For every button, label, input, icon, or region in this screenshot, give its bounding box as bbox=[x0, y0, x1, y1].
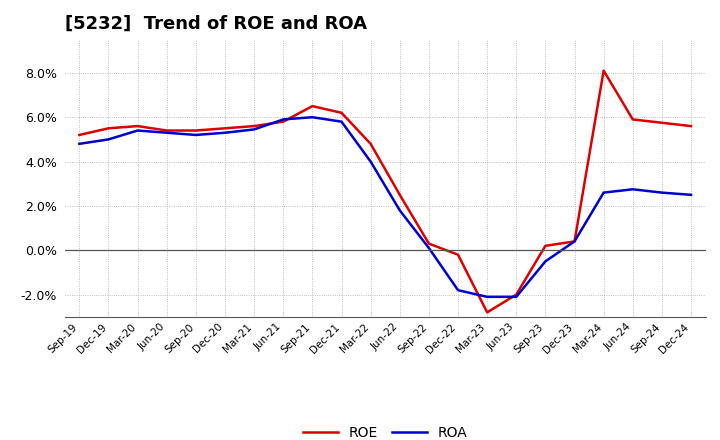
ROA bbox=[308, 114, 317, 120]
ROE bbox=[687, 124, 696, 129]
ROE bbox=[250, 124, 258, 129]
Line: ROE: ROE bbox=[79, 71, 691, 312]
ROA bbox=[337, 119, 346, 124]
ROA bbox=[599, 190, 608, 195]
ROE bbox=[220, 126, 229, 131]
ROA bbox=[395, 208, 404, 213]
ROE bbox=[454, 252, 462, 257]
ROE bbox=[308, 103, 317, 109]
ROA bbox=[163, 130, 171, 136]
ROE bbox=[104, 126, 113, 131]
ROE bbox=[133, 124, 142, 129]
ROA bbox=[220, 130, 229, 136]
ROE bbox=[395, 192, 404, 198]
ROA bbox=[425, 246, 433, 251]
ROE bbox=[192, 128, 200, 133]
ROE bbox=[512, 292, 521, 297]
ROE bbox=[657, 120, 666, 125]
ROA bbox=[657, 190, 666, 195]
ROA bbox=[366, 159, 375, 164]
Legend: ROE, ROA: ROE, ROA bbox=[297, 421, 473, 440]
Line: ROA: ROA bbox=[79, 117, 691, 297]
ROA bbox=[629, 187, 637, 192]
ROA bbox=[454, 288, 462, 293]
ROE bbox=[366, 141, 375, 147]
ROE bbox=[337, 110, 346, 115]
ROE bbox=[279, 119, 287, 124]
ROE bbox=[599, 68, 608, 73]
ROA bbox=[570, 239, 579, 244]
ROE bbox=[541, 243, 550, 249]
ROA bbox=[687, 192, 696, 198]
ROE bbox=[163, 128, 171, 133]
ROE bbox=[75, 132, 84, 138]
ROA bbox=[483, 294, 492, 300]
ROA bbox=[133, 128, 142, 133]
ROA bbox=[250, 127, 258, 132]
ROE bbox=[629, 117, 637, 122]
Text: [5232]  Trend of ROE and ROA: [5232] Trend of ROE and ROA bbox=[65, 15, 366, 33]
ROE bbox=[570, 239, 579, 244]
ROA bbox=[512, 294, 521, 300]
ROA bbox=[541, 259, 550, 264]
ROA bbox=[279, 117, 287, 122]
ROA bbox=[104, 137, 113, 142]
ROA bbox=[192, 132, 200, 138]
ROA bbox=[75, 141, 84, 147]
ROE bbox=[483, 310, 492, 315]
ROE bbox=[425, 241, 433, 246]
